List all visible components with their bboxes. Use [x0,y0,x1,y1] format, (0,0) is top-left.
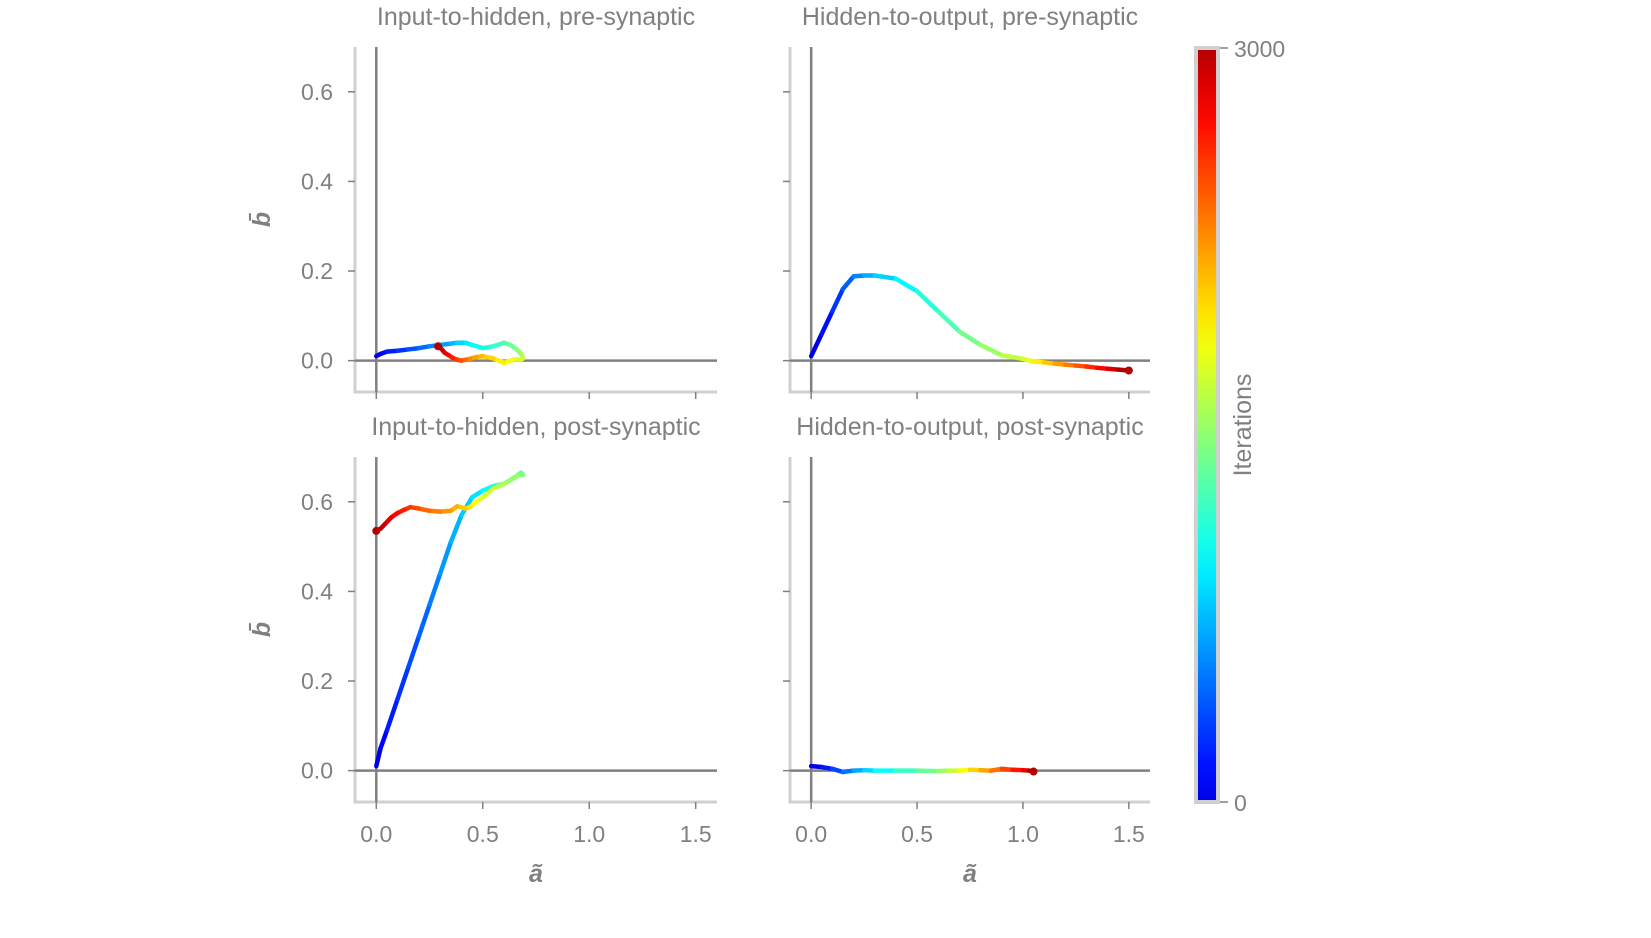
trajectory-segment [427,571,443,608]
panel-1-title: Input-to-hidden, pre-synaptic [377,3,695,31]
colorbar-min-label: 0 [1234,790,1247,816]
trajectory-segment [830,286,846,314]
trajectory-segment [978,342,1005,358]
trajectory-segment [501,472,522,487]
y-tick-label: 0.2 [301,258,333,284]
y-axis-label: b̄ [247,212,276,227]
trajectory-segment [374,745,383,769]
trajectory-end-point [434,342,443,351]
x-tick-label: 1.0 [1007,821,1039,847]
colorbar [1194,46,1220,804]
panel-2-trajectory [808,273,1133,375]
colorbar-label: Iterations [1229,374,1257,477]
x-tick-label: 1.5 [680,821,712,847]
trajectory-segment [914,288,941,314]
panel-3-trajectory [372,470,526,769]
trajectory-end-point [1029,767,1038,776]
x-tick-label: 0.0 [795,821,827,847]
trajectory-end-point [1124,366,1133,375]
panel-4-title: Hidden-to-output, post-synaptic [796,413,1143,441]
trajectory-segment [437,539,454,576]
y-tick-label: 0.4 [301,578,333,604]
trajectory-segment [872,273,899,281]
x-tick-label: 0.5 [467,821,499,847]
colorbar-max-label: 3000 [1234,36,1285,62]
x-axis-label: ã [529,860,543,888]
trajectory-segment [935,309,962,334]
trajectory-segment [395,665,411,702]
trajectory-segment [405,633,422,670]
y-tick-label: 0.4 [301,168,333,194]
y-tick-label: 0.6 [301,79,333,105]
y-tick-label: 0.2 [301,668,333,694]
panel-3-title: Input-to-hidden, post-synaptic [371,413,700,441]
trajectory-segment [378,728,390,751]
trajectory-end-point [372,526,381,535]
trajectory-segment [840,274,856,292]
x-tick-label: 0.0 [360,821,392,847]
trajectory-segment [999,353,1026,362]
trajectory-segment [819,309,835,337]
panel-4-trajectory [808,763,1038,776]
trajectory-segment [480,486,496,500]
trajectory-segment [448,512,464,545]
y-tick-label: 0.0 [301,348,333,374]
x-tick-label: 0.5 [901,821,933,847]
panel-2-title: Hidden-to-output, pre-synaptic [802,3,1138,31]
trajectory-segment [957,329,983,348]
x-tick-label: 1.0 [573,821,605,847]
trajectory-segment [416,602,432,639]
trajectory-segment [893,276,920,294]
y-tick-label: 0.0 [301,758,333,784]
trajectory-segment [384,696,400,733]
x-tick-label: 1.5 [1113,821,1145,847]
x-axis-label: ã [963,860,977,888]
y-axis-label: b̄ [247,622,276,637]
panel-1-trajectory [374,340,526,366]
y-tick-label: 0.6 [301,489,333,515]
trajectory-segment [808,331,825,359]
